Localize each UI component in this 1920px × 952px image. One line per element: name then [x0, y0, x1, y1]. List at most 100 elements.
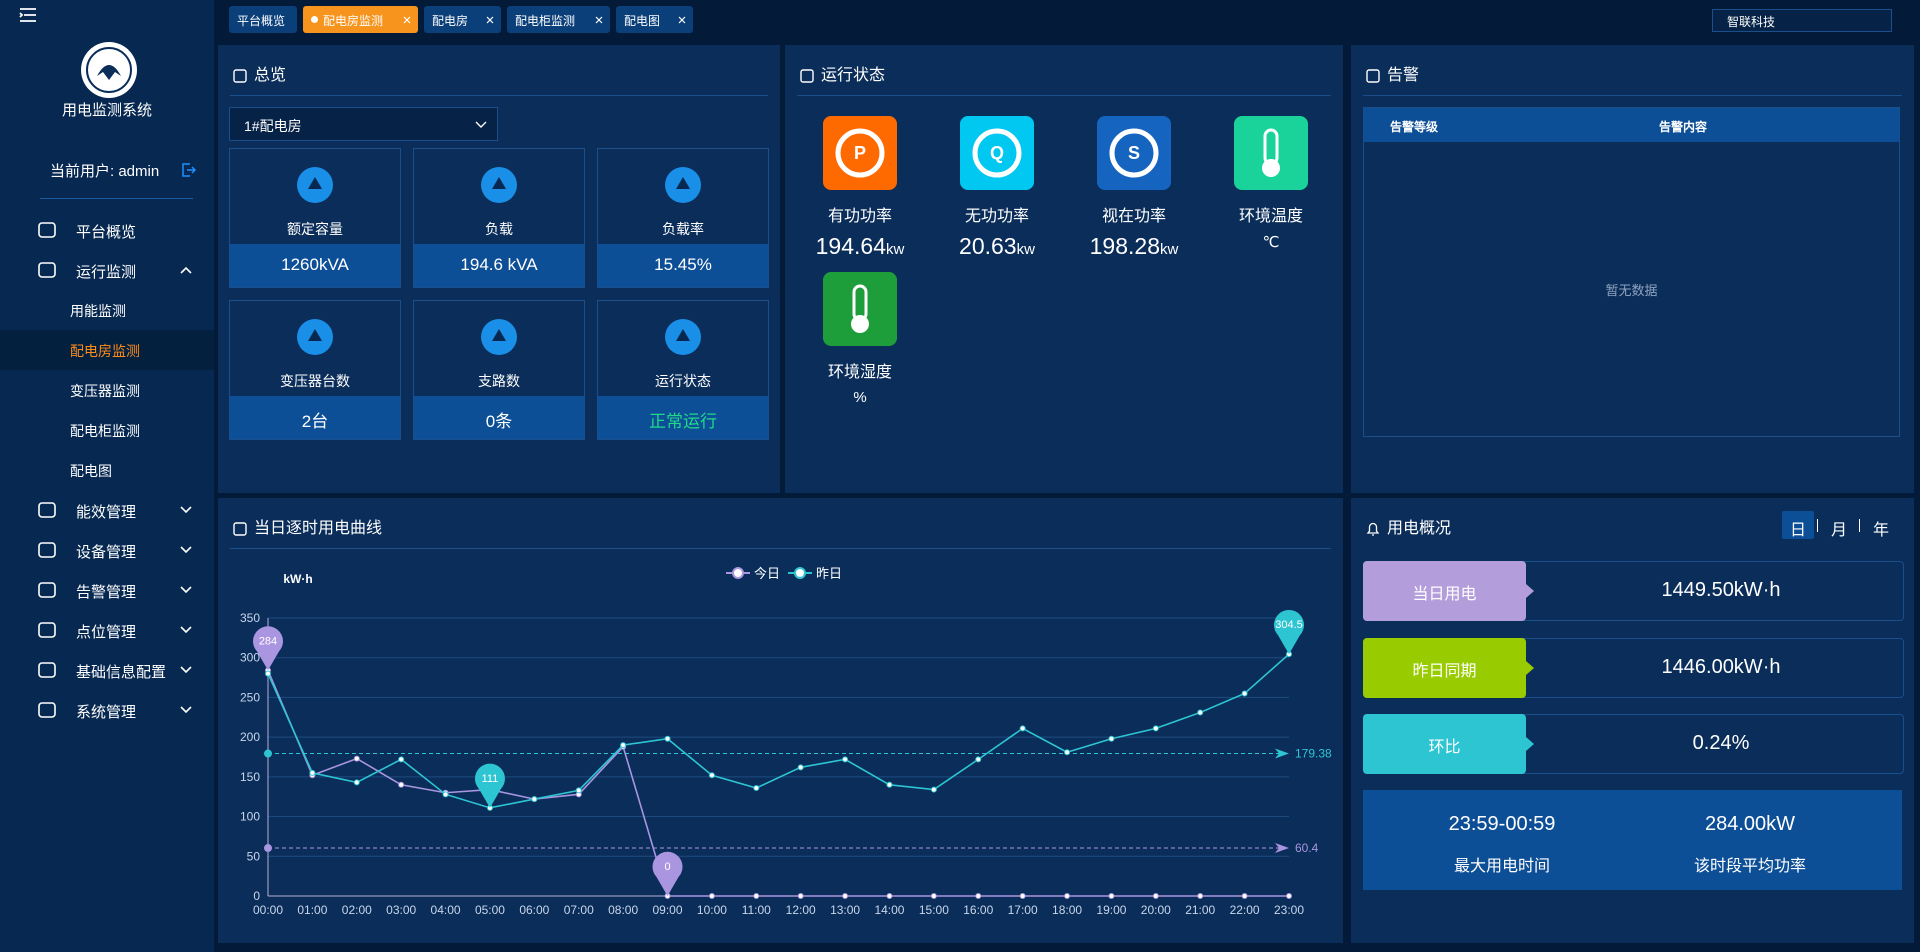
icon-bg [823, 272, 897, 346]
data-point [398, 781, 405, 788]
data-point [309, 769, 316, 776]
tab[interactable]: 平台概览 [229, 6, 297, 33]
data-point [265, 670, 271, 677]
tab[interactable]: 配电房 [424, 6, 501, 33]
icon-glyph [676, 177, 690, 189]
submenu-item[interactable]: 配电柜监测 [0, 410, 214, 450]
status-number: 20.63 [959, 233, 1017, 259]
x-tick-label: 09:00 [653, 903, 683, 917]
tab-close[interactable] [678, 16, 686, 24]
menu-item[interactable]: 运行监测 [0, 250, 214, 290]
menu-item[interactable]: 点位管理 [0, 610, 214, 650]
menu-item[interactable]: 系统管理 [0, 690, 214, 730]
status-value: 20.63kw [917, 233, 1077, 260]
menu-item[interactable]: 告警管理 [0, 570, 214, 610]
card-value-band: 15.45% [598, 244, 768, 287]
current-user: 当前用户: admin [50, 163, 160, 180]
data-point [886, 781, 893, 788]
x-tick-label: 15:00 [919, 903, 949, 917]
period-toggle[interactable]: 日 [1782, 511, 1814, 539]
legend-item[interactable]: 今日 [726, 566, 780, 581]
data-point [620, 742, 627, 749]
peak-box: 23:59-00:59 最大用电时间 284.00kW 该时段平均功率 [1363, 790, 1902, 890]
data-point [708, 772, 715, 779]
data-point [575, 787, 582, 794]
legend-item[interactable]: 昨日 [788, 566, 842, 581]
submenu-item[interactable]: 用能监测 [0, 290, 214, 330]
data-point [1152, 725, 1159, 732]
data-point [398, 756, 405, 763]
title-divider [230, 95, 768, 96]
data-point [1286, 893, 1292, 899]
x-tick-label: 08:00 [608, 903, 638, 917]
chevron [180, 586, 192, 594]
legend-label: 今日 [754, 566, 780, 581]
tab[interactable]: 配电柜监测 [507, 6, 610, 33]
icon-shape [38, 542, 56, 558]
status-value: 198.28kw [1054, 233, 1214, 260]
status-unit: kw [1160, 241, 1179, 258]
period-label: 月 [1830, 522, 1847, 539]
usage-label: 环比 [1428, 739, 1461, 756]
status-label: 视在功率 [1101, 208, 1166, 225]
x-tick-label: 06:00 [519, 903, 549, 917]
menu-toggle[interactable] [18, 6, 38, 24]
submenu-item[interactable]: 变压器监测 [0, 370, 214, 410]
title-divider [797, 95, 1331, 96]
menu-label: 运行监测 [76, 264, 137, 281]
tab-close[interactable] [595, 16, 603, 24]
usage-pointer [1526, 737, 1534, 751]
icon-ring [835, 128, 885, 178]
room-select[interactable]: 1#配电房 [229, 107, 498, 141]
data-point [886, 893, 893, 899]
data-point [842, 756, 849, 763]
period-toggle[interactable]: 年 [1865, 511, 1897, 539]
usage-label-box: 环比 [1363, 714, 1526, 774]
menu-item[interactable]: 平台概览 [0, 210, 214, 250]
company-box: 智联科技 [1712, 9, 1892, 32]
menu-item[interactable]: 能效管理 [0, 490, 214, 530]
usage-value: 1446.00kW·h [1661, 656, 1781, 678]
x-tick-label: 17:00 [1008, 903, 1038, 917]
menu-chevron [180, 626, 192, 634]
icon-bg [960, 116, 1034, 190]
tab[interactable]: 配电图 [616, 6, 693, 33]
menu-icon [38, 542, 56, 558]
x-tick-label: 03:00 [386, 903, 416, 917]
card-value-band: 正常运行 [598, 396, 768, 439]
tab[interactable]: 配电房监测 [303, 6, 418, 33]
average-label: 60.4 [1295, 841, 1319, 855]
period-separator [1817, 519, 1818, 532]
data-point [353, 755, 360, 762]
card-label: 额定容量 [287, 221, 343, 237]
tab-close[interactable] [486, 16, 494, 24]
logout-button[interactable] [180, 162, 196, 178]
menu-item[interactable]: 设备管理 [0, 530, 214, 570]
menu-chevron [180, 666, 192, 674]
status-label: 无功功率 [964, 208, 1029, 225]
submenu-item[interactable]: 配电房监测 [0, 330, 214, 370]
x-tick-label: 05:00 [475, 903, 505, 917]
submenu-label: 用能监测 [70, 303, 126, 319]
period-toggle[interactable]: 月 [1823, 511, 1855, 539]
tab-label: 平台概览 [237, 14, 286, 28]
submenu-item[interactable]: 配电图 [0, 450, 214, 490]
data-point [1064, 893, 1071, 899]
chevron [180, 506, 192, 514]
tab-close[interactable] [403, 16, 411, 24]
legend-marker [732, 567, 744, 579]
usage-panel: 用电概况 日 月 年当日用电 1449.50kW·h 昨日同期 1446.00kW·h 环比 0… [1351, 498, 1914, 943]
peak-label: 最大用电时间 [1453, 858, 1550, 875]
chart: kW·h 0 50 100 150 200 250 300 350 00:00 01:00 02:00… [240, 566, 1332, 917]
data-point [753, 784, 760, 791]
status-unit: % [853, 389, 867, 406]
x-tick-label: 10:00 [697, 903, 727, 917]
data-point [797, 893, 804, 899]
card-icon [665, 167, 701, 203]
data-point [1019, 893, 1026, 899]
menu-item[interactable]: 基础信息配置 [0, 650, 214, 690]
system-name: 用电监测系统 [61, 102, 152, 119]
menu-icon [38, 662, 56, 678]
status-unit: kw [1016, 241, 1035, 258]
card-value: 2台 [301, 412, 329, 431]
